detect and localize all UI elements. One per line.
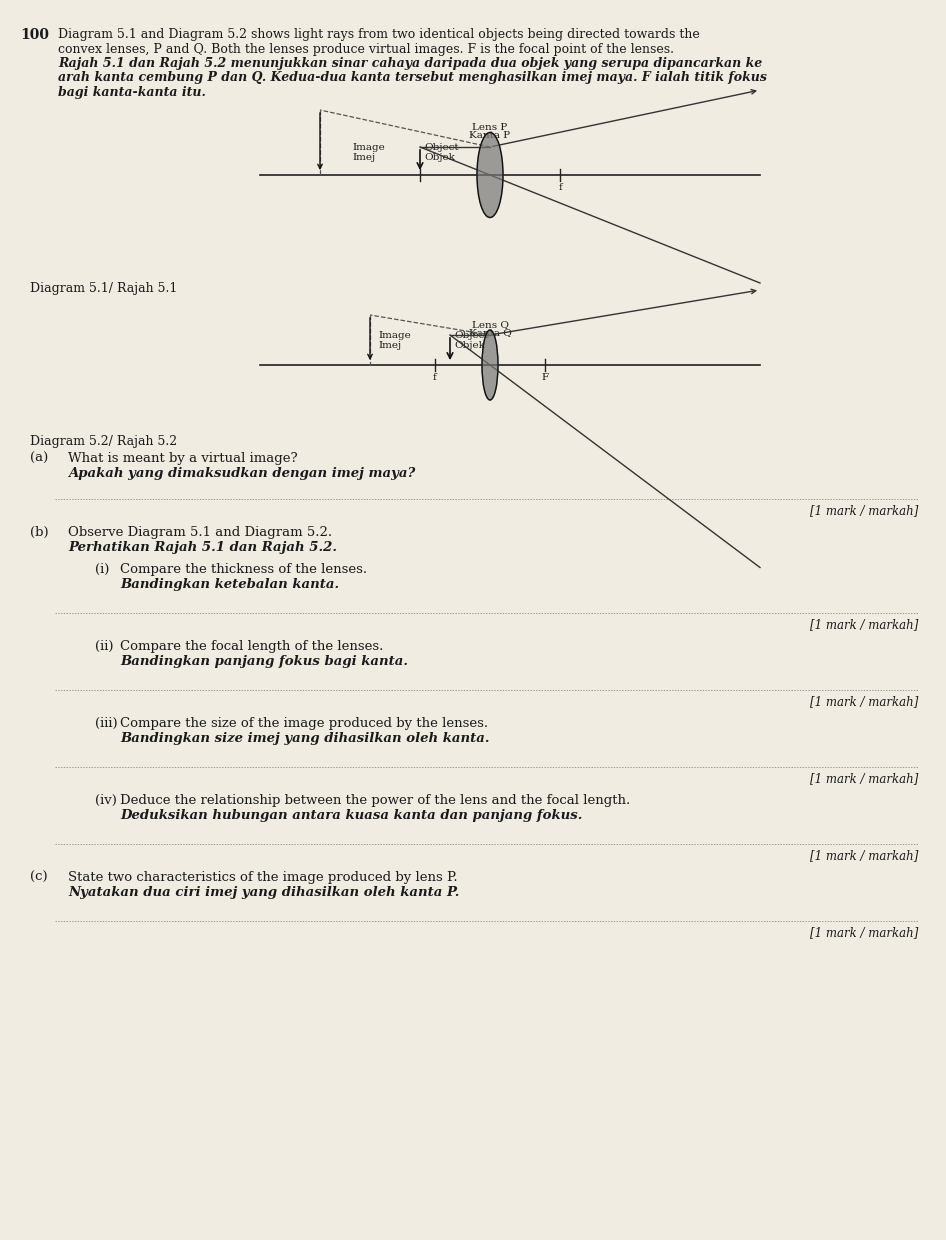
Text: [1 mark / markah]: [1 mark / markah] xyxy=(810,849,918,862)
Text: [1 mark / markah]: [1 mark / markah] xyxy=(810,926,918,939)
Text: Compare the size of the image produced by the lenses.: Compare the size of the image produced b… xyxy=(120,717,488,730)
Text: Observe Diagram 5.1 and Diagram 5.2.: Observe Diagram 5.1 and Diagram 5.2. xyxy=(68,526,332,539)
Text: Image: Image xyxy=(352,143,385,153)
Text: What is meant by a virtual image?: What is meant by a virtual image? xyxy=(68,453,298,465)
Text: [1 mark / markah]: [1 mark / markah] xyxy=(810,503,918,517)
Text: Bandingkan size imej yang dihasilkan oleh kanta.: Bandingkan size imej yang dihasilkan ole… xyxy=(120,732,489,745)
Text: F: F xyxy=(541,373,549,382)
Text: [1 mark / markah]: [1 mark / markah] xyxy=(810,618,918,631)
Ellipse shape xyxy=(477,133,503,217)
Text: State two characteristics of the image produced by lens P.: State two characteristics of the image p… xyxy=(68,870,458,884)
Text: Diagram 5.1 and Diagram 5.2 shows light rays from two identical objects being di: Diagram 5.1 and Diagram 5.2 shows light … xyxy=(58,29,700,41)
Text: (ii): (ii) xyxy=(95,640,114,653)
Text: Image: Image xyxy=(378,331,411,340)
Text: Compare the thickness of the lenses.: Compare the thickness of the lenses. xyxy=(120,563,367,577)
Text: Imej: Imej xyxy=(378,341,401,350)
Text: Bandingkan panjang fokus bagi kanta.: Bandingkan panjang fokus bagi kanta. xyxy=(120,655,408,668)
Text: Diagram 5.2/ Rajah 5.2: Diagram 5.2/ Rajah 5.2 xyxy=(30,435,177,448)
Text: Objek: Objek xyxy=(454,341,485,350)
Text: [1 mark / markah]: [1 mark / markah] xyxy=(810,694,918,708)
Ellipse shape xyxy=(482,330,498,401)
Text: [1 mark / markah]: [1 mark / markah] xyxy=(810,773,918,785)
Text: (i): (i) xyxy=(95,563,110,577)
Text: 100: 100 xyxy=(20,29,49,42)
Text: Diagram 5.1/ Rajah 5.1: Diagram 5.1/ Rajah 5.1 xyxy=(30,281,177,295)
Text: (a): (a) xyxy=(30,453,48,465)
Text: Kanta Q: Kanta Q xyxy=(468,329,512,337)
Text: Objek: Objek xyxy=(424,153,455,162)
Text: Lens Q: Lens Q xyxy=(471,320,509,329)
Text: Apakah yang dimaksudkan dengan imej maya?: Apakah yang dimaksudkan dengan imej maya… xyxy=(68,467,415,480)
Text: Imej: Imej xyxy=(352,153,376,162)
Text: Rajah 5.1 dan Rajah 5.2 menunjukkan sinar cahaya daripada dua objek yang serupa : Rajah 5.1 dan Rajah 5.2 menunjukkan sina… xyxy=(58,57,762,69)
Text: Object: Object xyxy=(424,143,459,153)
Text: Compare the focal length of the lenses.: Compare the focal length of the lenses. xyxy=(120,640,383,653)
Text: convex lenses, P and Q. Both the lenses produce virtual images. F is the focal p: convex lenses, P and Q. Both the lenses … xyxy=(58,42,674,56)
Text: (c): (c) xyxy=(30,870,47,884)
Text: f: f xyxy=(433,373,437,382)
Text: (iv): (iv) xyxy=(95,794,117,807)
Text: arah kanta cembung P dan Q. Kedua-dua kanta tersebut menghasilkan imej maya. F i: arah kanta cembung P dan Q. Kedua-dua ka… xyxy=(58,72,767,84)
Text: Nyatakan dua ciri imej yang dihasilkan oleh kanta P.: Nyatakan dua ciri imej yang dihasilkan o… xyxy=(68,887,460,899)
Text: Bandingkan ketebalan kanta.: Bandingkan ketebalan kanta. xyxy=(120,578,339,591)
Text: Object: Object xyxy=(454,331,489,340)
Text: bagi kanta-kanta itu.: bagi kanta-kanta itu. xyxy=(58,86,206,99)
Text: Deduce the relationship between the power of the lens and the focal length.: Deduce the relationship between the powe… xyxy=(120,794,630,807)
Text: (iii): (iii) xyxy=(95,717,117,730)
Text: f: f xyxy=(558,184,562,192)
Text: Perhatikan Rajah 5.1 dan Rajah 5.2.: Perhatikan Rajah 5.1 dan Rajah 5.2. xyxy=(68,541,337,554)
Text: Kanta P: Kanta P xyxy=(469,131,511,140)
Text: Deduksikan hubungan antara kuasa kanta dan panjang fokus.: Deduksikan hubungan antara kuasa kanta d… xyxy=(120,808,583,822)
Text: Lens P: Lens P xyxy=(472,123,508,131)
Text: (b): (b) xyxy=(30,526,48,539)
